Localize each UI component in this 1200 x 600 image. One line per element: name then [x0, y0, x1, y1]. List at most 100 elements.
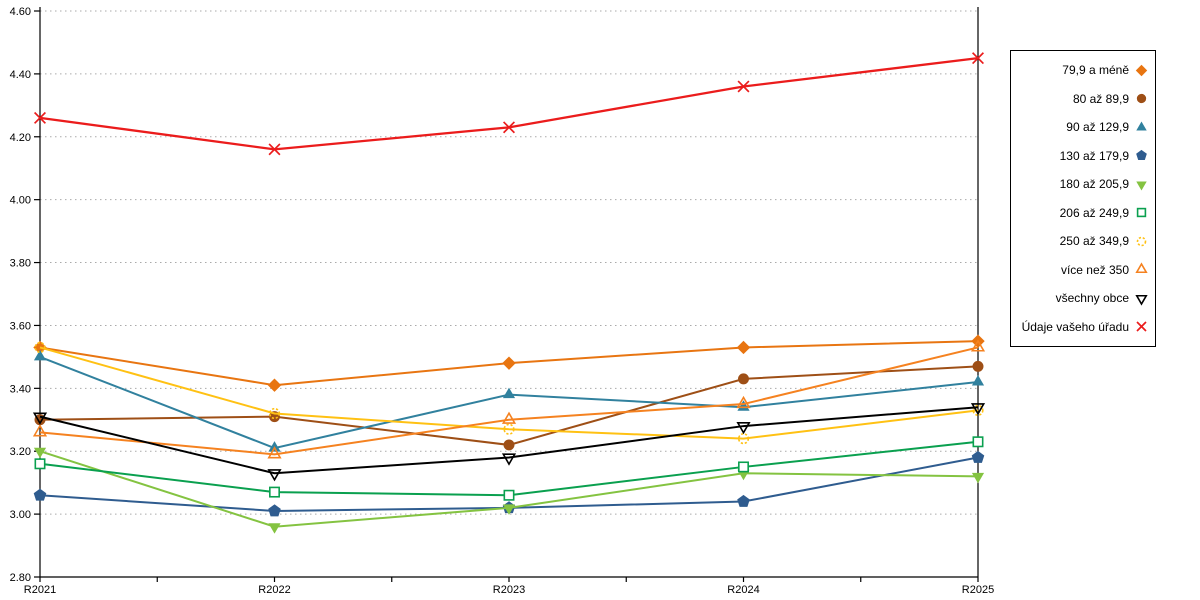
y-tick-label: 3.40 [10, 383, 31, 395]
series-line-7 [32, 339, 986, 459]
triangle-up-open-icon [1135, 262, 1148, 274]
legend-item: 250 až 349,9 [1011, 234, 1155, 249]
circle-icon [503, 439, 515, 451]
legend-item-label: 206 až 249,9 [1059, 205, 1129, 220]
square-icon [34, 458, 46, 470]
diamond-icon [1135, 64, 1148, 76]
legend-item: Údaje vašeho úřadu [1011, 319, 1155, 334]
x-cross-icon [1136, 321, 1147, 332]
y-tick-label: 4.40 [10, 69, 31, 81]
diamond-icon [267, 378, 282, 392]
square-icon [972, 436, 984, 448]
legend-item-label: 180 až 205,9 [1059, 177, 1129, 192]
diamond-legend-icon [1135, 64, 1148, 76]
x-tick-label: R2021 [24, 584, 56, 596]
x-tick-label: R2022 [258, 584, 290, 596]
square-icon [738, 461, 749, 473]
triangle-up-icon [33, 349, 47, 361]
dashed-circle-icon [34, 341, 46, 354]
square-icon [1136, 208, 1147, 218]
legend-item: 206 až 249,9 [1011, 205, 1155, 220]
legend-item: 130 až 179,9 [1011, 148, 1155, 163]
triangle-up-open-legend-icon [1135, 262, 1148, 274]
triangle-up-open-icon [736, 395, 751, 409]
series-line-0 [33, 334, 985, 392]
triangle-down-open-icon [267, 469, 282, 482]
legend-item: všechny obce [1011, 291, 1155, 306]
legend-item: 180 až 205,9 [1011, 177, 1155, 192]
triangle-down-open-legend-icon [1135, 294, 1148, 306]
circle-icon [1136, 94, 1147, 104]
x-cross-icon [502, 121, 516, 134]
diamond-icon [736, 340, 751, 355]
series-line-8 [32, 403, 986, 482]
legend-item-label: 130 až 179,9 [1059, 148, 1129, 163]
triangle-up-open-icon [32, 424, 48, 437]
square-icon [503, 489, 515, 501]
x-cross-icon [33, 111, 47, 124]
triangle-down-icon [502, 504, 516, 515]
x-cross-legend-icon [1136, 321, 1147, 332]
triangle-down-icon [971, 472, 985, 484]
legend-item-label: 80 až 89,9 [1072, 91, 1129, 106]
triangle-up-icon [971, 375, 985, 386]
triangle-down-open-icon [501, 453, 517, 466]
pentagon-legend-icon [1136, 150, 1147, 161]
pentagon-icon [971, 450, 985, 463]
pentagon-icon [268, 504, 281, 517]
triangle-down-open-icon [1135, 294, 1148, 306]
x-tick-label: R2024 [727, 584, 759, 596]
y-tick-label: 3.20 [10, 446, 31, 458]
y-tick-label: 3.80 [10, 258, 31, 270]
x-cross-icon [737, 80, 750, 93]
legend-item: více než 350 [1011, 262, 1155, 277]
legend-item: 79,9 a méně [1011, 63, 1155, 78]
triangle-down-icon [33, 447, 47, 459]
legend-item-label: 90 až 129,9 [1066, 120, 1129, 135]
circle-legend-icon [1136, 94, 1147, 104]
pentagon-icon [737, 494, 750, 507]
legend-item-label: 79,9 a méně [1062, 63, 1129, 78]
square-open-legend-icon [1136, 208, 1147, 218]
x-cross-icon [268, 143, 281, 156]
legend-item-label: všechny obce [1055, 291, 1129, 306]
y-tick-label: 4.20 [10, 132, 31, 144]
y-tick-label: 4.00 [10, 195, 31, 207]
pentagon-icon [33, 488, 47, 501]
triangle-down-open-icon [32, 412, 48, 425]
x-tick-labels: R2021 R2022 R2023 R2024 R2025 [24, 577, 994, 596]
triangle-up-open-icon [501, 411, 517, 424]
pentagon-icon [1136, 150, 1147, 161]
dashed-circle-icon [268, 407, 281, 420]
legend-item-label: 250 až 349,9 [1059, 234, 1129, 249]
circle-open-dashed-legend-icon [1136, 236, 1147, 247]
legend: 79,9 a méně 80 až 89,9 90 až 129,9 130 až 1… [1010, 50, 1156, 347]
square-icon [269, 486, 280, 498]
dashed-circle-icon [1136, 236, 1147, 247]
series-line-9 [33, 52, 985, 156]
y-tick-label: 3.00 [10, 509, 31, 521]
legend-item: 80 až 89,9 [1011, 91, 1155, 106]
triangle-up-icon [1136, 121, 1147, 131]
triangle-up-open-icon [970, 339, 986, 352]
dashed-circle-icon [503, 423, 515, 435]
x-tick-label: R2025 [962, 584, 994, 596]
triangle-down-legend-icon [1136, 181, 1147, 191]
y-tick-label: 4.60 [10, 6, 31, 18]
circle-icon [738, 373, 749, 385]
triangle-up-icon [502, 387, 516, 399]
y-tick-labels: 2.80 3.00 3.20 3.40 3.60 3.80 4.00 4.20 4.40 4.60 [10, 6, 40, 584]
dashed-circle-icon [972, 404, 984, 416]
series-line-4 [33, 447, 985, 534]
triangle-down-icon [268, 523, 281, 534]
legend-item-label: Údaje vašeho úřadu [1021, 319, 1129, 334]
series-line-5 [34, 436, 984, 501]
x-tick-label: R2023 [493, 584, 525, 596]
y-tick-label: 2.80 [10, 572, 31, 584]
series-line-1 [34, 360, 984, 451]
diamond-icon [502, 356, 516, 370]
legend-item: 90 až 129,9 [1011, 120, 1155, 135]
x-cross-icon [971, 52, 985, 65]
